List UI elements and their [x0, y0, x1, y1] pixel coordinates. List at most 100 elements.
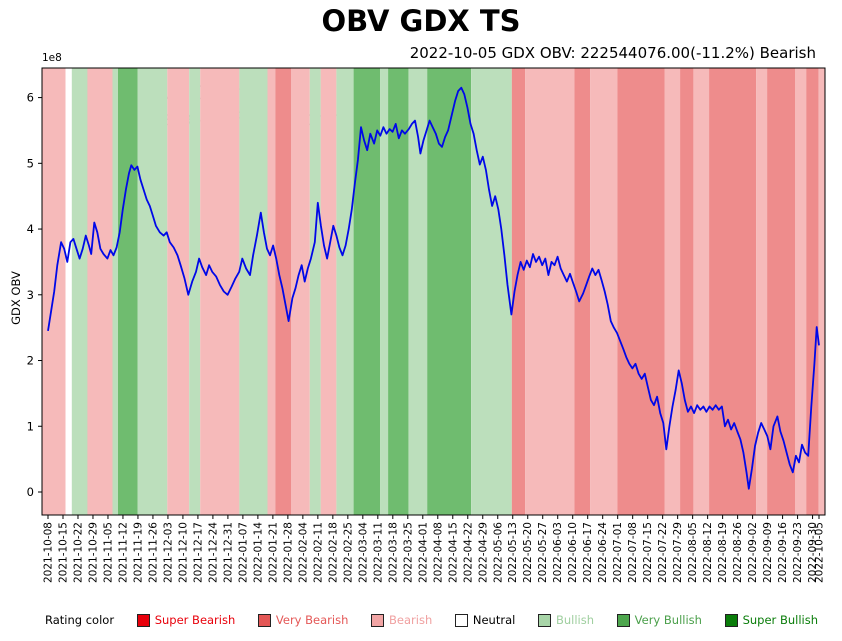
legend-item-bullish: Bullish	[537, 613, 595, 627]
y-tick-label: 6	[27, 91, 34, 105]
x-tick-label: 2022-09-09	[762, 522, 774, 583]
rating-band-bullish	[408, 68, 428, 515]
legend-swatch	[616, 613, 630, 627]
y-axis-offset-label: 1e8	[42, 52, 62, 64]
x-tick-label: 2021-11-12	[117, 522, 129, 583]
legend-item-super-bearish: Super Bearish	[136, 613, 235, 627]
x-tick-label: 2022-09-23	[792, 522, 804, 583]
chart-subtitle: 2022-10-05 GDX OBV: 222544076.00(-11.2%)…	[409, 44, 816, 62]
x-tick-label: 2022-04-08	[432, 522, 444, 583]
x-tick-label: 2021-12-10	[177, 522, 189, 583]
rating-band-bullish	[239, 68, 268, 515]
x-tick-label: 2022-01-21	[267, 522, 279, 583]
x-tick-label: 2021-10-29	[87, 522, 99, 583]
rating-band-very_bearish	[806, 68, 819, 515]
x-tick-label: 2022-08-26	[732, 522, 744, 583]
rating-band-bullish	[471, 68, 512, 515]
rating-band-bearish	[525, 68, 575, 515]
x-tick-label: 2021-12-17	[192, 522, 204, 583]
x-tick-label: 2022-07-29	[672, 522, 684, 583]
y-tick-label: 3	[27, 288, 34, 302]
x-tick-label: 2022-06-17	[582, 522, 594, 583]
x-tick-label: 2022-03-25	[402, 522, 414, 583]
rating-band-bullish	[380, 68, 389, 515]
x-tick-label: 2021-10-08	[43, 522, 55, 583]
rating-band-bullish	[71, 68, 88, 515]
x-tick-label: 2022-08-19	[717, 522, 729, 583]
y-tick-label: 5	[27, 156, 34, 170]
rating-band-very_bullish	[353, 68, 381, 515]
legend-swatch	[724, 613, 738, 627]
x-tick-label: 2022-10-05	[814, 522, 826, 583]
rating-band-bullish	[309, 68, 321, 515]
x-tick-label: 2022-09-30	[807, 522, 819, 583]
x-tick-label: 2022-07-15	[642, 522, 654, 583]
x-tick-label: 2022-02-18	[327, 522, 339, 583]
x-tick-label: 2021-12-31	[222, 522, 234, 583]
rating-band-bearish	[756, 68, 768, 515]
x-tick-label: 2022-06-10	[567, 522, 579, 583]
legend-title: Rating color	[45, 613, 115, 627]
x-tick-label: 2022-05-06	[492, 522, 504, 583]
x-tick-label: 2021-12-03	[162, 522, 174, 583]
x-tick-label: 2022-03-04	[357, 522, 369, 583]
x-tick-label: 2022-05-20	[522, 522, 534, 583]
x-tick-label: 2022-09-02	[747, 522, 759, 583]
x-tick-label: 2022-02-04	[297, 522, 309, 583]
rating-band-bearish	[267, 68, 276, 515]
legend-label: Bullish	[555, 613, 595, 627]
legend-label: Super Bullish	[742, 613, 818, 627]
rating-band-very_bearish	[574, 68, 591, 515]
legend-item-bearish: Bearish	[371, 613, 432, 627]
x-tick-label: 2022-05-13	[507, 522, 519, 583]
legend-item-very-bullish: Very Bullish	[616, 613, 702, 627]
rating-band-bullish	[336, 68, 354, 515]
rating-legend: Rating color Super Bearish Very Bearish Be…	[45, 613, 818, 627]
x-tick-label: 2022-02-25	[342, 522, 354, 583]
rating-band-very_bullish	[427, 68, 471, 515]
y-tick-label: 4	[27, 222, 34, 236]
x-tick-label: 2022-03-11	[372, 522, 384, 583]
rating-band-bearish	[664, 68, 681, 515]
x-tick-label: 2022-06-03	[552, 522, 564, 583]
x-tick-label: 2022-06-24	[597, 522, 609, 583]
y-tick-label: 0	[27, 485, 34, 499]
x-tick-label: 2022-04-15	[447, 522, 459, 583]
legend-item-super-bullish: Super Bullish	[724, 613, 818, 627]
y-tick-label: 2	[27, 354, 34, 368]
rating-band-bearish	[693, 68, 710, 515]
rating-band-very_bullish	[388, 68, 409, 515]
x-tick-label: 2022-09-16	[777, 522, 789, 583]
x-tick-label: 2022-08-12	[702, 522, 714, 583]
x-tick-label: 2021-11-19	[132, 522, 144, 583]
rating-band-bearish	[87, 68, 113, 515]
legend-swatch	[136, 613, 150, 627]
x-tick-label: 2021-11-05	[102, 522, 114, 583]
x-tick-label: 2022-01-28	[282, 522, 294, 583]
y-tick-label: 1	[27, 419, 34, 433]
rating-band-very_bearish	[680, 68, 694, 515]
rating-band-bullish	[189, 68, 201, 515]
legend-item-neutral: Neutral	[454, 613, 516, 627]
rating-band-bullish	[112, 68, 118, 515]
x-tick-label: 2021-11-26	[147, 522, 159, 583]
x-tick-label: 2022-02-11	[312, 522, 324, 583]
chart-title: OBV GDX TS	[321, 4, 521, 38]
rating-band-bearish	[795, 68, 807, 515]
x-tick-label: 2022-07-22	[657, 522, 669, 583]
legend-swatch	[537, 613, 551, 627]
legend-label: Neutral	[472, 613, 516, 627]
legend-label: Bearish	[389, 613, 433, 627]
obv-line	[47, 86, 820, 490]
rating-band-bearish	[167, 68, 190, 515]
rating-band-bearish	[200, 68, 240, 515]
legend-label: Very Bearish	[275, 613, 349, 627]
x-tick-label: 2022-04-01	[417, 522, 429, 583]
legend-label: Very Bullish	[634, 613, 702, 627]
x-tick-label: 2021-10-15	[57, 522, 69, 583]
x-tick-label: 2022-07-08	[627, 522, 639, 583]
rating-band-bearish	[818, 68, 825, 515]
x-tick-label: 2022-08-05	[687, 522, 699, 583]
